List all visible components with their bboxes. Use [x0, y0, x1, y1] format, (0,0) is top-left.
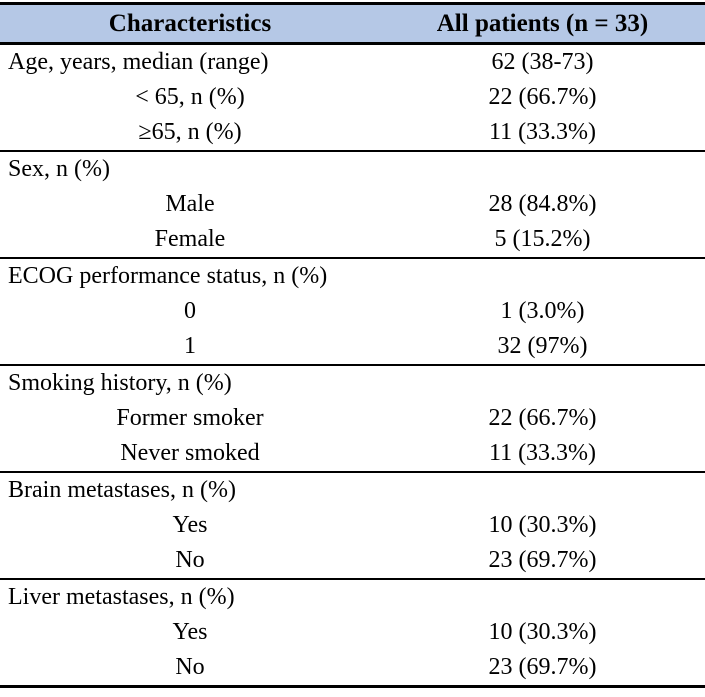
table-row-ecog: ECOG performance status, n (%): [0, 257, 705, 294]
row-value: 62 (38-73): [491, 49, 594, 75]
table-row-ecog-0: 0 1 (3.0%): [0, 294, 705, 329]
row-value: [380, 471, 705, 508]
row-label: No: [175, 547, 205, 573]
row-label: ≥65, n (%): [138, 119, 242, 145]
table-row-age-over65: ≥65, n (%) 11 (33.3%): [0, 115, 705, 151]
table-row-brain-mets-no: No 23 (69.7%): [0, 543, 705, 579]
row-value: 28 (84.8%): [488, 191, 597, 217]
table-row-age-under65: < 65, n (%) 22 (66.7%): [0, 80, 705, 115]
row-label: Yes: [172, 619, 208, 645]
table-row-brain-mets-yes: Yes 10 (30.3%): [0, 508, 705, 543]
row-value: 5 (15.2%): [494, 226, 591, 252]
row-value: 10 (30.3%): [488, 619, 597, 645]
row-label: 1: [184, 333, 196, 359]
table-row-ecog-1: 1 32 (97%): [0, 329, 705, 365]
row-value: 22 (66.7%): [488, 84, 597, 110]
header-characteristics: Characteristics: [0, 3, 380, 45]
row-value: 11 (33.3%): [488, 119, 597, 145]
row-label: Brain metastases, n (%): [0, 471, 380, 508]
row-label: Female: [154, 226, 226, 252]
table-row-liver-mets: Liver metastases, n (%): [0, 578, 705, 615]
row-value: 1 (3.0%): [500, 298, 585, 324]
row-value: [380, 364, 705, 401]
row-label: Liver metastases, n (%): [0, 578, 380, 615]
table-row-sex-male: Male 28 (84.8%): [0, 187, 705, 222]
row-value: [380, 578, 705, 615]
table-row-liver-mets-yes: Yes 10 (30.3%): [0, 615, 705, 650]
table-row-smoking-never: Never smoked 11 (33.3%): [0, 436, 705, 472]
table-row-liver-mets-no: No 23 (69.7%): [0, 650, 705, 687]
row-label: < 65, n (%): [135, 84, 245, 110]
table-row-brain-mets: Brain metastases, n (%): [0, 471, 705, 508]
row-value: 23 (69.7%): [488, 654, 597, 680]
row-value: [380, 150, 705, 187]
row-label: Smoking history, n (%): [0, 364, 380, 401]
row-value: 23 (69.7%): [488, 547, 597, 573]
table-row-smoking-former: Former smoker 22 (66.7%): [0, 401, 705, 436]
row-label: Never smoked: [120, 440, 260, 466]
row-value: 10 (30.3%): [488, 512, 597, 538]
row-label: ECOG performance status, n (%): [0, 257, 380, 294]
table-row-sex: Sex, n (%): [0, 150, 705, 187]
table-row-age: Age, years, median (range) 62 (38-73): [0, 44, 705, 81]
row-value: [380, 257, 705, 294]
table-header-row: Characteristics All patients (n = 33): [0, 3, 705, 45]
row-label: 0: [184, 298, 196, 324]
row-label: Sex, n (%): [0, 150, 380, 187]
row-label: Male: [165, 191, 215, 217]
row-label: Former smoker: [116, 405, 264, 431]
header-all-patients: All patients (n = 33): [380, 3, 705, 45]
row-value: 32 (97%): [497, 333, 588, 359]
row-label: Age, years, median (range): [8, 49, 269, 75]
table-row-smoking: Smoking history, n (%): [0, 364, 705, 401]
table-row-sex-female: Female 5 (15.2%): [0, 222, 705, 258]
row-value: 11 (33.3%): [488, 440, 597, 466]
row-label: Yes: [172, 512, 208, 538]
row-value: 22 (66.7%): [488, 405, 597, 431]
row-label: No: [175, 654, 205, 680]
